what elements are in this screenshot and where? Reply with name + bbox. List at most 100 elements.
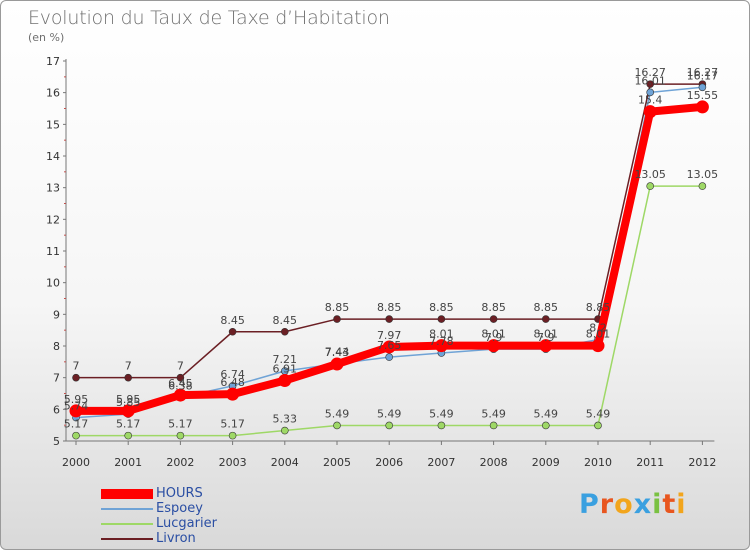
data-label-hours: 6.48 xyxy=(220,376,245,389)
data-label-lucgarier: 5.33 xyxy=(273,413,298,426)
logo-letter: x xyxy=(633,489,653,520)
data-point-livron xyxy=(176,373,185,382)
x-tick-label: 2003 xyxy=(219,456,247,469)
data-label-livron: 8.85 xyxy=(481,301,506,314)
data-label-lucgarier: 13.05 xyxy=(634,168,666,181)
data-point-hours xyxy=(434,339,448,353)
x-tick-label: 2008 xyxy=(480,456,508,469)
legend-label-livron: Livron xyxy=(156,531,196,546)
data-label-livron: 16.27 xyxy=(634,66,666,79)
logo-letter: o xyxy=(614,489,634,520)
data-point-livron xyxy=(228,327,237,336)
data-label-espoey: 16.17 xyxy=(687,69,719,82)
data-label-livron: 16.27 xyxy=(687,66,719,79)
logo-letter: t xyxy=(662,489,677,520)
x-tick-label: 2000 xyxy=(62,456,90,469)
data-label-espoey: 6.38 xyxy=(168,379,193,392)
x-tick-label: 2007 xyxy=(427,456,455,469)
data-point-lucgarier xyxy=(280,426,289,435)
legend-label-lucgarier: Lucgarier xyxy=(156,516,217,531)
data-label-livron: 7 xyxy=(177,360,184,373)
y-tick-label: 6 xyxy=(53,403,60,416)
x-tick-label: 2010 xyxy=(584,456,612,469)
series-line-espoey xyxy=(75,86,703,419)
data-label-hours: 5.95 xyxy=(64,393,89,406)
chart-unit-label: (en %) xyxy=(28,31,65,44)
data-label-hours: 8.01 xyxy=(429,328,454,341)
data-label-espoey: 7.65 xyxy=(377,339,402,352)
logo-letter: i xyxy=(652,489,663,520)
data-point-lucgarier xyxy=(72,431,80,440)
data-label-lucgarier: 5.49 xyxy=(429,407,454,420)
data-point-lucgarier xyxy=(489,421,498,430)
data-label-espoey: 7.21 xyxy=(273,353,298,366)
y-tick-label: 9 xyxy=(53,308,60,321)
data-point-hours xyxy=(382,340,396,354)
logo-letter: i xyxy=(676,489,687,520)
legend-swatch-hours xyxy=(101,489,153,499)
data-point-hours xyxy=(539,339,553,353)
data-label-espoey: 7.9 xyxy=(537,331,555,344)
data-point-hours xyxy=(278,374,292,388)
data-label-lucgarier: 13.05 xyxy=(687,168,719,181)
x-tick-label: 2004 xyxy=(271,456,299,469)
x-tick-label: 2006 xyxy=(375,456,403,469)
data-point-lucgarier xyxy=(333,421,341,430)
data-label-espoey: 7.9 xyxy=(485,331,503,344)
data-label-lucgarier: 5.49 xyxy=(481,407,506,420)
data-label-hours: 6.91 xyxy=(273,363,298,376)
data-label-livron: 8.85 xyxy=(377,301,402,314)
data-point-hours xyxy=(121,404,135,418)
data-point-lucgarier xyxy=(228,431,237,440)
data-label-espoey: 6.74 xyxy=(220,368,245,381)
legend-label-espoey: Espoey xyxy=(156,501,203,516)
data-point-livron xyxy=(489,315,498,323)
data-point-lucgarier xyxy=(698,182,707,190)
data-point-livron xyxy=(646,80,655,88)
x-tick-label: 2009 xyxy=(532,456,560,469)
y-tick-label: 10 xyxy=(46,277,60,290)
data-label-livron: 8.45 xyxy=(273,314,298,327)
x-tick-label: 2002 xyxy=(166,456,194,469)
data-point-hours xyxy=(226,387,240,401)
data-label-lucgarier: 5.49 xyxy=(534,407,559,420)
logo-letter: P xyxy=(579,489,600,520)
data-label-livron: 7 xyxy=(125,360,132,373)
data-point-livron xyxy=(541,315,550,323)
data-label-lucgarier: 5.49 xyxy=(377,407,402,420)
data-point-hours xyxy=(330,357,344,371)
data-point-lucgarier xyxy=(437,421,446,430)
data-point-espoey xyxy=(385,353,394,361)
data-label-espoey: 8.2 xyxy=(589,322,607,335)
data-label-espoey: 5.85 xyxy=(116,396,141,409)
y-tick-label: 15 xyxy=(46,118,60,131)
x-tick-label: 2011 xyxy=(636,456,664,469)
data-point-livron xyxy=(437,315,446,323)
data-label-lucgarier: 5.17 xyxy=(220,418,245,431)
data-point-livron xyxy=(72,373,80,382)
data-label-lucgarier: 5.17 xyxy=(116,418,141,431)
x-tick-label: 2012 xyxy=(688,456,716,469)
data-label-hours: 8.01 xyxy=(534,328,559,341)
legend-label-hours: HOURS xyxy=(156,486,203,501)
data-point-hours xyxy=(69,404,83,418)
data-point-livron xyxy=(385,315,394,323)
data-point-hours xyxy=(643,105,657,119)
data-label-espoey: 7.44 xyxy=(325,346,350,359)
data-point-hours xyxy=(591,339,605,353)
x-tick-label: 2005 xyxy=(323,456,351,469)
data-point-lucgarier xyxy=(124,431,132,440)
data-label-lucgarier: 5.49 xyxy=(325,407,350,420)
y-tick-label: 7 xyxy=(53,372,60,385)
y-tick-label: 5 xyxy=(53,435,60,448)
data-point-livron xyxy=(124,373,132,382)
data-label-livron: 8.45 xyxy=(220,314,245,327)
y-tick-label: 12 xyxy=(46,213,60,226)
data-point-espoey xyxy=(698,83,707,92)
y-tick-label: 17 xyxy=(46,55,60,68)
series-line-hours xyxy=(76,102,703,415)
data-point-hours xyxy=(487,339,501,353)
data-label-lucgarier: 5.17 xyxy=(168,418,193,431)
